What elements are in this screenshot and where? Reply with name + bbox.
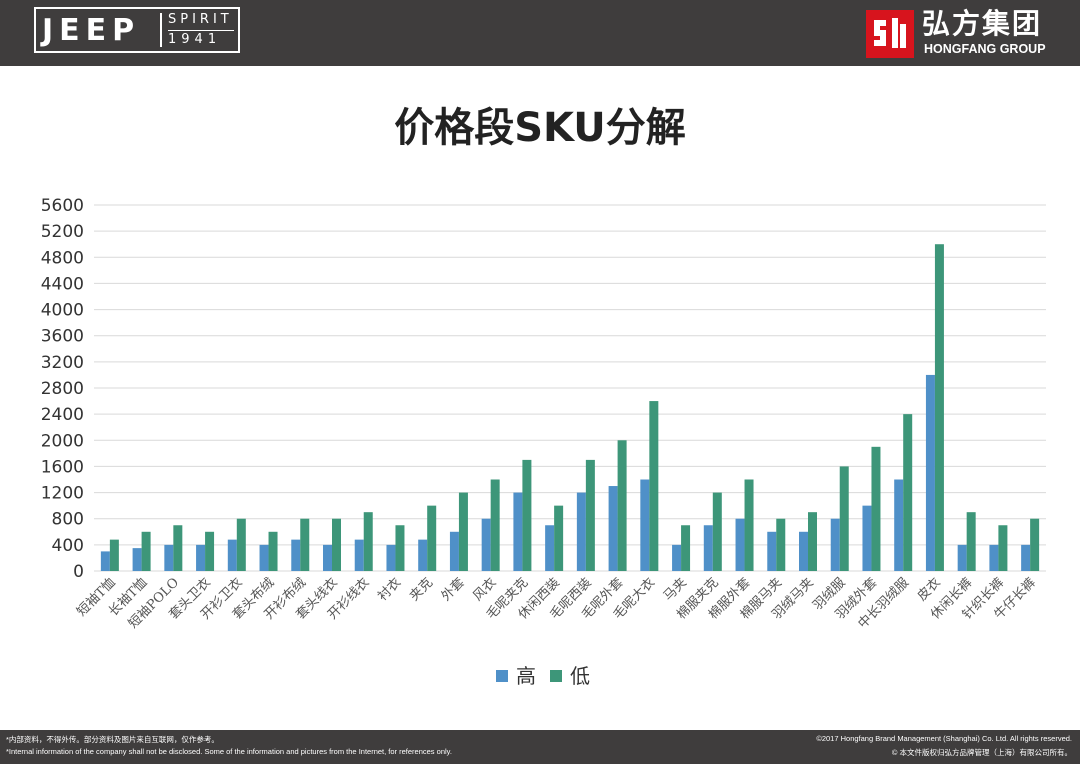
bar-low <box>332 518 341 571</box>
header-bar: JEEP SPIRIT 1941 弘方集团 HONGFANG GROUP <box>0 0 1080 66</box>
bar-low <box>681 525 691 571</box>
bar-low <box>585 459 595 571</box>
bar-low <box>871 446 881 571</box>
bar-high <box>545 525 555 571</box>
bar-high <box>672 544 682 571</box>
y-tick-label: 4800 <box>41 248 84 268</box>
logo-divider <box>160 13 162 47</box>
bar-low <box>236 518 246 571</box>
bar-high <box>830 518 840 571</box>
x-tick-label: 夹克 <box>407 575 436 604</box>
x-tick-label: 外套 <box>438 575 468 605</box>
y-tick-label: 1600 <box>41 457 84 477</box>
y-tick-label: 4400 <box>41 274 84 294</box>
y-tick-label: 800 <box>52 510 84 530</box>
legend-swatch-high <box>496 670 508 682</box>
y-tick-label: 5200 <box>41 222 84 242</box>
logo-rule <box>168 30 234 31</box>
bar-low <box>934 244 944 571</box>
bar-low <box>205 531 215 571</box>
y-tick-label: 5600 <box>41 196 84 216</box>
bar-high <box>608 486 618 571</box>
y-tick-label: 1200 <box>41 484 84 504</box>
footer-note-cn: *内部资料，不得外传。部分资料及图片来自互联网，仅作参考。 <box>6 735 219 744</box>
company-name-cn: 弘方集团 <box>922 7 1043 40</box>
legend-swatch-low <box>550 670 562 682</box>
bar-high <box>767 531 777 571</box>
bar-low <box>998 525 1008 571</box>
bar-high <box>259 544 269 571</box>
legend-label-low: 低 <box>570 664 590 688</box>
bar-low <box>744 479 754 571</box>
bar-high <box>957 544 967 571</box>
y-tick-label: 2000 <box>41 431 84 451</box>
bar-low <box>808 512 817 571</box>
y-tick-label: 3200 <box>41 353 84 373</box>
bar-chart: 0 400 800 1200 1600 2000 2400 2800 3200 3600 4000 4… <box>41 196 1046 632</box>
hongfang-logo-icon <box>866 10 914 58</box>
bar-low <box>141 531 151 571</box>
bar-low <box>363 512 373 571</box>
bar-high <box>799 531 808 571</box>
footer-bar: *内部资料，不得外传。部分资料及图片来自互联网，仅作参考。 *Internal … <box>0 730 1080 764</box>
bar-high <box>640 479 650 571</box>
bar-high <box>1021 544 1031 571</box>
bar-low <box>522 459 532 571</box>
bar-high <box>894 479 904 571</box>
y-tick-label: 2400 <box>41 405 84 425</box>
bar-low <box>109 539 119 571</box>
bar-high <box>703 525 713 571</box>
bar-high <box>354 539 364 571</box>
bar-high <box>100 551 110 571</box>
year-wordmark: 1941 <box>168 32 222 47</box>
bar-low <box>966 512 976 571</box>
y-tick-label: 400 <box>52 536 84 556</box>
jeep-wordmark: JEEP <box>42 13 141 48</box>
bar-high <box>925 374 935 571</box>
bar-high <box>513 492 523 571</box>
y-tick-label: 0 <box>73 562 84 582</box>
bar-high <box>989 544 999 571</box>
jeep-logo: JEEP SPIRIT 1941 <box>34 7 240 53</box>
bar-low <box>554 505 564 571</box>
bar-low <box>903 414 913 571</box>
bar-low <box>839 466 849 571</box>
bar-high <box>481 518 491 571</box>
bar-high <box>735 518 745 571</box>
y-tick-label: 2800 <box>41 379 84 399</box>
footer-copyright-en: ©2017 Hongfang Brand Management (Shangha… <box>816 734 1072 743</box>
bar-low <box>268 531 278 571</box>
bar-high <box>291 539 301 571</box>
y-tick-label: 3600 <box>41 327 84 347</box>
bar-low <box>1030 518 1040 571</box>
spirit-wordmark: SPIRIT <box>168 12 233 27</box>
bar-high <box>227 539 237 571</box>
bar-low <box>712 492 722 571</box>
bar-low <box>300 518 310 571</box>
bar-low <box>649 401 659 571</box>
bar-high <box>323 544 332 571</box>
bar-high <box>132 548 142 571</box>
chart-title: 价格段SKU分解 <box>394 105 686 151</box>
bar-low <box>427 505 437 571</box>
bar-low <box>776 518 786 571</box>
bar-low <box>490 479 500 571</box>
bar-high <box>862 505 872 571</box>
bar-low <box>458 492 468 571</box>
bar-low <box>173 525 183 571</box>
bar-high <box>196 544 206 571</box>
bar-low <box>395 525 405 571</box>
footer-copyright-cn: © 本文件版权归弘方品牌管理（上海）有限公司所有。 <box>891 748 1072 757</box>
bar-high <box>576 492 586 571</box>
company-name-en: HONGFANG GROUP <box>924 42 1046 56</box>
bar-high <box>386 544 396 571</box>
footer-note-en: *Internal information of the company sha… <box>6 747 452 756</box>
bar-high <box>449 531 459 571</box>
bar-low <box>617 440 627 571</box>
y-tick-label: 4000 <box>41 301 84 321</box>
bar-high <box>164 544 174 571</box>
x-tick-label: 衬衣 <box>375 575 405 605</box>
bar-high <box>418 539 428 571</box>
legend-label-high: 高 <box>516 664 536 688</box>
